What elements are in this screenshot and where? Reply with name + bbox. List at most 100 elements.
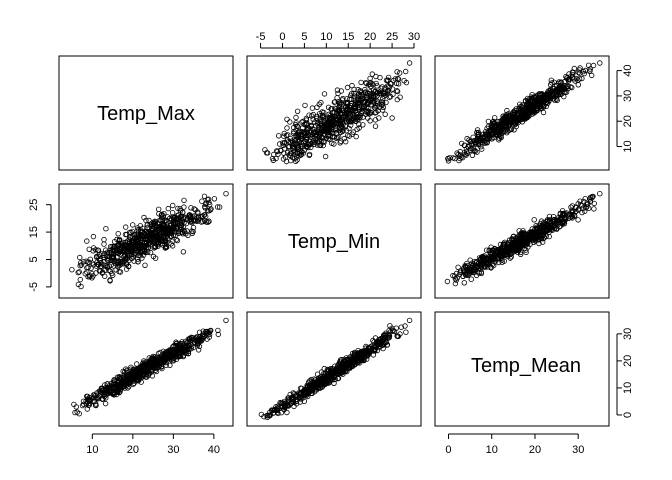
data-point [188,205,194,211]
data-point-extreme [223,190,229,197]
data-point [124,238,131,244]
data-point [82,271,88,277]
data-point [102,400,109,407]
data-point [129,228,136,235]
data-point [470,262,476,269]
data-point [531,236,537,243]
data-point [107,277,113,283]
data-point [481,140,488,146]
data-point [403,329,409,335]
data-point [205,196,212,202]
data-point [186,213,192,219]
tick-label: 30 [622,328,634,340]
data-point [81,401,87,407]
data-point [461,280,467,286]
data-point [295,137,302,143]
data-point [127,376,133,382]
data-point [165,205,171,212]
data-point [469,141,475,148]
data-point [344,103,350,109]
data-point [116,383,123,389]
data-point [158,226,165,233]
data-point [445,158,452,164]
data-point [84,265,90,271]
data-point [293,397,299,403]
data-point [177,345,184,352]
data-point [294,123,300,129]
data-point [302,138,308,144]
data-point [152,234,158,240]
data-point [130,254,136,260]
data-point [160,213,166,219]
data-point [533,101,539,107]
data-point [452,280,459,287]
data-point [117,269,124,275]
data-point [513,106,519,112]
data-point [502,123,508,130]
axis-top-temp-min: -5 0 5 10 15 20 25 30 [256,31,420,49]
data-point [77,276,83,283]
data-point [173,340,179,347]
data-point [357,104,363,111]
data-point [505,115,512,121]
data-point [83,401,89,407]
data-point [552,97,558,103]
data-point [80,259,87,265]
data-point [312,129,318,136]
data-point [359,355,365,362]
data-point [76,411,82,417]
data-point [170,346,177,353]
data-point [569,84,575,91]
data-point [368,93,375,100]
data-point [322,153,329,160]
data-point [321,365,327,372]
data-point [483,247,490,253]
data-point [317,113,324,119]
data-point [319,134,325,141]
data-point [180,209,186,216]
data-point [527,99,533,105]
data-point [491,134,497,141]
data-point [518,114,524,121]
data-point [144,225,150,231]
data-point [328,106,335,112]
data-point [363,343,369,350]
data-point [282,139,288,146]
tick-label: 30 [167,444,179,456]
data-point [123,379,130,386]
data-point [323,380,330,386]
data-point [389,115,395,121]
data-point [490,247,496,253]
data-point [520,115,527,122]
axis-right-temp-max: 10 20 30 40 [616,64,634,153]
data-point [285,397,292,403]
data-point [468,276,474,282]
data-point [575,217,581,223]
data-point [172,350,178,356]
tick-label: 10 [320,31,332,43]
data-point [206,201,213,208]
data-point [140,234,146,240]
data-point [403,68,409,75]
data-point [195,347,202,353]
data-point [111,384,117,390]
data-point [469,152,476,158]
data-point [338,126,344,133]
data-point [590,193,596,200]
data-point [86,246,92,252]
data-point [344,118,350,125]
data-point [356,125,362,131]
data-point [587,198,593,205]
data-point [310,379,316,385]
data-point [349,350,356,357]
data-point [568,211,574,218]
data-point [147,249,154,256]
data-point [525,105,532,112]
tick-label: 10 [486,444,498,456]
data-point [180,249,187,255]
data-point [290,147,296,154]
data-point [562,89,568,96]
data-point [304,144,310,150]
data-point [311,380,317,386]
data-point [183,350,190,356]
